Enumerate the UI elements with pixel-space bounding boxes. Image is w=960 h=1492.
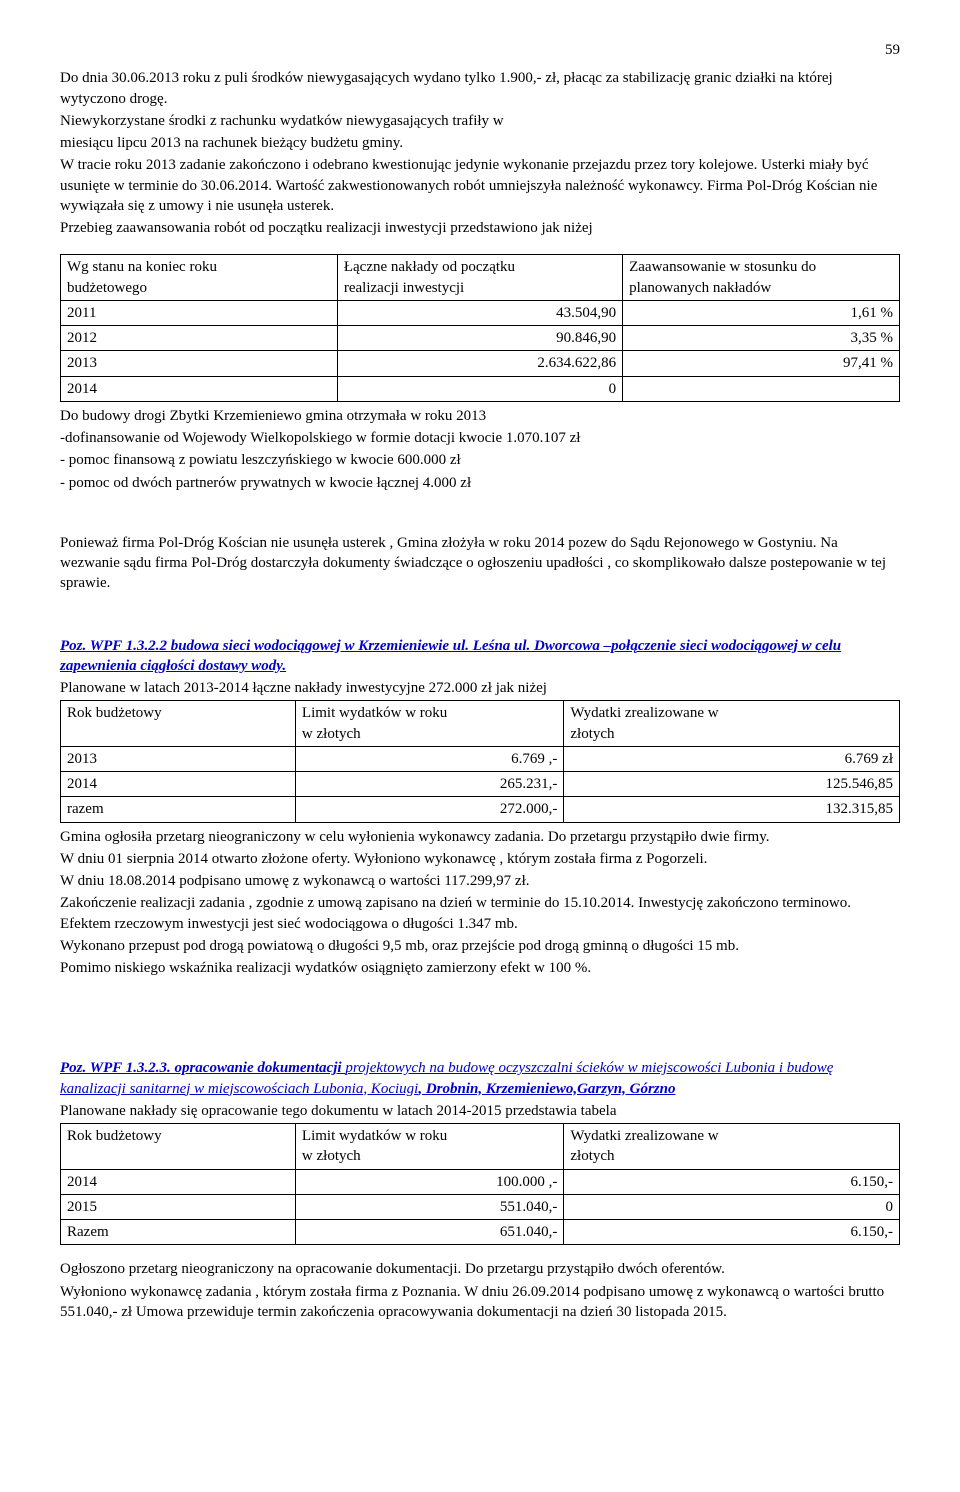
after-t1: Do budowy drogi Zbytki Krzemieniewo gmin… [60, 406, 900, 493]
page-number: 59 [60, 40, 900, 60]
cell: 2.634.622,86 [337, 351, 622, 376]
after-t2: Gmina ogłosiła przetarg nieograniczony w… [60, 827, 900, 979]
cell: 2015 [61, 1194, 296, 1219]
after-t3: Ogłoszono przetarg nieograniczony na opr… [60, 1259, 900, 1322]
cell: 6.150,- [564, 1169, 900, 1194]
intro-l3: miesiącu lipcu 2013 na rachunek bieżący … [60, 133, 900, 153]
cell: 6.769 ,- [295, 746, 563, 771]
table-row: 2013 2.634.622,86 97,41 % [61, 351, 900, 376]
th: Limit wydatków w rokuw złotych [295, 1124, 563, 1170]
intro-l4: W tracie roku 2013 zadanie zakończono i … [60, 155, 900, 216]
line: Do budowy drogi Zbytki Krzemieniewo gmin… [60, 406, 900, 426]
cell: 551.040,- [295, 1194, 563, 1219]
cell: 125.546,85 [564, 772, 900, 797]
line: Gmina ogłosiła przetarg nieograniczony w… [60, 827, 900, 847]
cell: 6.150,- [564, 1220, 900, 1245]
cell: 132.315,85 [564, 797, 900, 822]
intro-l2: Niewykorzystane środki z rachunku wydatk… [60, 111, 900, 131]
cell: 3,35 % [623, 326, 900, 351]
cell: 0 [564, 1194, 900, 1219]
cell: 2014 [61, 772, 296, 797]
table-row: Rok budżetowy Limit wydatków w rokuw zło… [61, 1124, 900, 1170]
intro-block: Do dnia 30.06.2013 roku z puli środków n… [60, 68, 900, 238]
table-row: 2011 43.504,90 1,61 % [61, 300, 900, 325]
line: Wykonano przepust pod drogą powiatową o … [60, 936, 900, 956]
table-row: 2013 6.769 ,- 6.769 zł [61, 746, 900, 771]
line: - pomoc od dwóch partnerów prywatnych w … [60, 473, 900, 493]
section-3-plan: Planowane nakłady się opracowanie tego d… [60, 1101, 900, 1121]
line: W dniu 18.08.2014 podpisano umowę z wyko… [60, 871, 900, 891]
table-row: Wg stanu na koniec rokubudżetowego Łączn… [61, 255, 900, 301]
th: Limit wydatków w rokuw złotych [295, 701, 563, 747]
line: Zakończenie realizacji zadania , zgodnie… [60, 893, 900, 934]
th: Rok budżetowy [61, 1124, 296, 1170]
intro-l1: Do dnia 30.06.2013 roku z puli środków n… [60, 68, 900, 109]
cell: 97,41 % [623, 351, 900, 376]
sec3-lead: Poz. WPF 1.3.2.3. opracowanie dokumentac… [60, 1060, 345, 1076]
table-progress: Wg stanu na koniec rokubudżetowego Łączn… [60, 254, 900, 402]
intro-l5: Przebieg zaawansowania robót od początku… [60, 218, 900, 238]
th: Rok budżetowy [61, 701, 296, 747]
line: -dofinansowanie od Wojewody Wielkopolski… [60, 428, 900, 448]
cell: 272.000,- [295, 797, 563, 822]
cell: Razem [61, 1220, 296, 1245]
cell [623, 376, 900, 401]
cell: 2012 [61, 326, 338, 351]
line: W dniu 01 sierpnia 2014 otwarto złożone … [60, 849, 900, 869]
cell: 100.000 ,- [295, 1169, 563, 1194]
table-row: 2015 551.040,- 0 [61, 1194, 900, 1219]
line: Wyłoniono wykonawcę zadania , którym zos… [60, 1282, 900, 1323]
cell: 2013 [61, 746, 296, 771]
table-budget-2: Rok budżetowy Limit wydatków w rokuw zło… [60, 700, 900, 822]
line: Ogłoszono przetarg nieograniczony na opr… [60, 1259, 900, 1279]
table-row: 2014 100.000 ,- 6.150,- [61, 1169, 900, 1194]
cell: 1,61 % [623, 300, 900, 325]
section-2-plan: Planowane w latach 2013-2014 łączne nakł… [60, 678, 900, 698]
table-row: Rok budżetowy Limit wydatków w rokuw zło… [61, 701, 900, 747]
section-2-heading: Poz. WPF 1.3.2.2 budowa sieci wodociągow… [60, 636, 900, 677]
table-row: 2014 0 [61, 376, 900, 401]
th: Wydatki zrealizowane wzłotych [564, 701, 900, 747]
cell: 90.846,90 [337, 326, 622, 351]
table-budget-3: Rok budżetowy Limit wydatków w rokuw zło… [60, 1123, 900, 1245]
table-row: Razem 651.040,- 6.150,- [61, 1220, 900, 1245]
cell: 0 [337, 376, 622, 401]
th: Łączne nakłady od początkurealizacji inw… [337, 255, 622, 301]
cell: 2011 [61, 300, 338, 325]
cell: 2013 [61, 351, 338, 376]
line: - pomoc finansową z powiatu leszczyńskie… [60, 450, 900, 470]
th: Zaawansowanie w stosunku doplanowanych n… [623, 255, 900, 301]
th: Wg stanu na koniec rokubudżetowego [61, 255, 338, 301]
cell: 2014 [61, 376, 338, 401]
th: Wydatki zrealizowane wzłotych [564, 1124, 900, 1170]
mid-paragraph: Ponieważ firma Pol-Dróg Kościan nie usun… [60, 533, 900, 594]
table-row: razem 272.000,- 132.315,85 [61, 797, 900, 822]
line: Pomimo niskiego wskaźnika realizacji wyd… [60, 958, 900, 978]
cell: razem [61, 797, 296, 822]
table-row: 2014 265.231,- 125.546,85 [61, 772, 900, 797]
section-3-heading: Poz. WPF 1.3.2.3. opracowanie dokumentac… [60, 1058, 900, 1099]
cell: 265.231,- [295, 772, 563, 797]
sec3-rest: , Drobnin, Krzemieniewo,Garzyn, Górzno [418, 1081, 675, 1097]
cell: 651.040,- [295, 1220, 563, 1245]
table-row: 2012 90.846,90 3,35 % [61, 326, 900, 351]
cell: 43.504,90 [337, 300, 622, 325]
cell: 2014 [61, 1169, 296, 1194]
cell: 6.769 zł [564, 746, 900, 771]
